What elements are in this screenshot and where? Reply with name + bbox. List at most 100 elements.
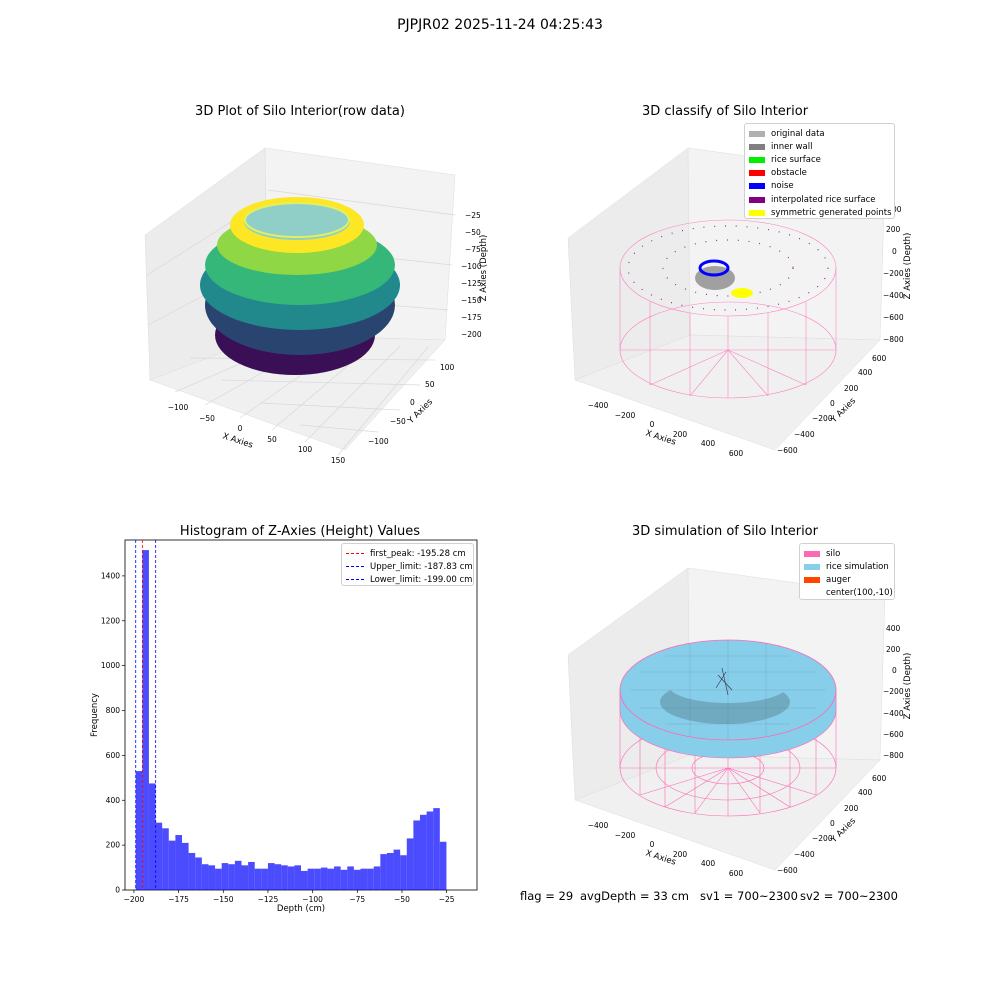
simulation-ztick: −400 [883, 709, 904, 718]
histogram-bar [241, 865, 249, 890]
classify-xtick: 200 [673, 430, 688, 439]
histogram-bar [380, 854, 387, 890]
classify-xtick: −200 [615, 411, 636, 420]
simulation-ytick: 200 [844, 804, 859, 813]
footer-avg-depth: avgDepth = 33 cm [580, 889, 689, 903]
histogram-ylabel: Frequency [90, 693, 100, 737]
legend-item-inner-wall: inner wall [749, 140, 890, 153]
classify-ytick: 0 [830, 399, 835, 408]
histogram-bar [393, 849, 401, 890]
raw-xtick: 50 [267, 435, 277, 444]
histogram-bar [208, 865, 216, 890]
classify-ytick: 400 [858, 368, 873, 377]
simulation-ytick: −600 [777, 866, 798, 875]
simulation-xtick: 200 [673, 850, 688, 859]
histogram-bar [413, 820, 421, 890]
raw-ztick: −100 [461, 262, 482, 271]
histogram-bar [267, 863, 275, 890]
raw-ztick: −75 [465, 245, 481, 254]
simulation-ytick: 600 [872, 774, 887, 783]
simulation-xtick: 600 [729, 869, 744, 878]
classify-xtick: −400 [588, 401, 609, 410]
legend-item-original-data: original data [749, 127, 890, 140]
classify-ztick: −200 [883, 269, 904, 278]
legend-item-first-peak: first_peak: -195.28 cm [346, 547, 469, 560]
legend-item-silo: silo [804, 547, 890, 560]
histogram-bar [327, 868, 335, 890]
legend-item-symmetric-generated-points: symmetric generated points [749, 206, 892, 219]
classify-ztick: 200 [886, 225, 901, 234]
histogram-bar [261, 868, 268, 890]
histogram-ytick-label: 1200 [101, 616, 120, 625]
histogram-bar [334, 866, 341, 890]
raw-ztick: −175 [461, 313, 482, 322]
histogram-bar [175, 835, 182, 890]
histogram-bar [314, 868, 321, 890]
histogram-bar [439, 841, 447, 890]
classify-ztick-partial: 00 [892, 205, 902, 214]
histogram-xtick-label: −125 [258, 895, 279, 904]
legend-item-center: center(100,-10) [826, 588, 893, 599]
figure-title: PJPJR02 2025-11-24 04:25:43 [397, 17, 603, 33]
classify-ztick: −600 [883, 313, 904, 322]
simulation-tick-labels: −400 −200 0 200 400 600 600 400 200 0 −2… [588, 624, 904, 878]
raw-ztick: −200 [461, 330, 482, 339]
classify-xtick: 0 [650, 420, 655, 429]
raw-xtick: −100 [168, 403, 189, 412]
legend-item-lower-limit: Lower_limit: -199.00 cm [346, 573, 472, 586]
histogram-bar [400, 855, 407, 890]
histogram-xtick-label: −175 [168, 895, 189, 904]
histogram-ytick-label: 1400 [101, 571, 120, 580]
histogram-ytick-label: 400 [106, 796, 121, 805]
histogram-xtick-label: −100 [302, 895, 323, 904]
footer-sv1: sv1 = 700~2300 [700, 889, 798, 903]
histogram-ytick-label: 800 [106, 706, 121, 715]
histogram-bar [406, 838, 414, 890]
raw-xtick: −50 [199, 414, 215, 423]
histogram-y-ticks: 0 200 400 600 800 1000 1200 1400 [101, 571, 125, 895]
simulation-ztick: 400 [886, 624, 901, 633]
classify-silo-cylinder [619, 219, 837, 399]
raw-3d-plot: −100 −50 0 50 100 150 100 50 0 −50 −100 … [144, 147, 489, 465]
classify-interpolated-surface [627, 225, 829, 311]
histogram-bar [221, 863, 229, 890]
classify-legend: original data inner wall rice surface ob… [744, 123, 895, 219]
simulation-ztick: −800 [883, 751, 904, 760]
legend-item-noise: noise [749, 180, 890, 193]
legend-item-auger: auger [804, 573, 890, 586]
simulation-xtick: 0 [650, 840, 655, 849]
histogram-xtick-label: −200 [124, 895, 145, 904]
simulation-3d-plot: −400 −200 0 200 400 600 600 400 200 0 −2… [567, 567, 913, 878]
footer-sv2: sv2 = 700~2300 [800, 889, 898, 903]
classify-ytick: −400 [794, 430, 815, 439]
classify-3d-plot: −400 −200 0 200 400 600 600 400 200 0 −2… [567, 147, 913, 458]
histogram-bar [353, 869, 361, 890]
histogram-bar [287, 866, 295, 890]
histogram-bar [135, 771, 143, 890]
histogram-x-ticks: −200 −175 −150 −125 −100 −75 −50 −25 [124, 890, 455, 904]
histogram-bar [215, 868, 222, 890]
simulation-ztick: 200 [886, 645, 901, 654]
histogram-bar [307, 868, 315, 890]
simulation-ytick: 0 [830, 819, 835, 828]
histogram-ytick-label: 0 [115, 886, 120, 895]
classify-ytick: 200 [844, 384, 859, 393]
histogram-bar [281, 865, 288, 890]
legend-item-rice-simulation: rice simulation [804, 560, 890, 573]
simulation-xtick: −200 [615, 831, 636, 840]
simulation-ytick: 400 [858, 788, 873, 797]
simulation-legend: silo rice simulation auger center(100,-1… [799, 543, 895, 600]
histogram-bar [228, 864, 235, 890]
histogram-bar [301, 870, 308, 890]
histogram-xtick-label: −75 [349, 895, 365, 904]
raw-surface-layers [200, 197, 400, 375]
histogram-bars [135, 550, 447, 890]
histogram-bar [386, 852, 394, 890]
histogram-xtick-label: −25 [439, 895, 455, 904]
classify-symmetric-points [731, 288, 753, 298]
histogram-bar [162, 828, 169, 890]
histogram-bar [181, 842, 189, 890]
histogram-bar [294, 865, 301, 890]
simulation-ytick: −200 [812, 834, 833, 843]
raw-ytick: −50 [390, 417, 406, 426]
